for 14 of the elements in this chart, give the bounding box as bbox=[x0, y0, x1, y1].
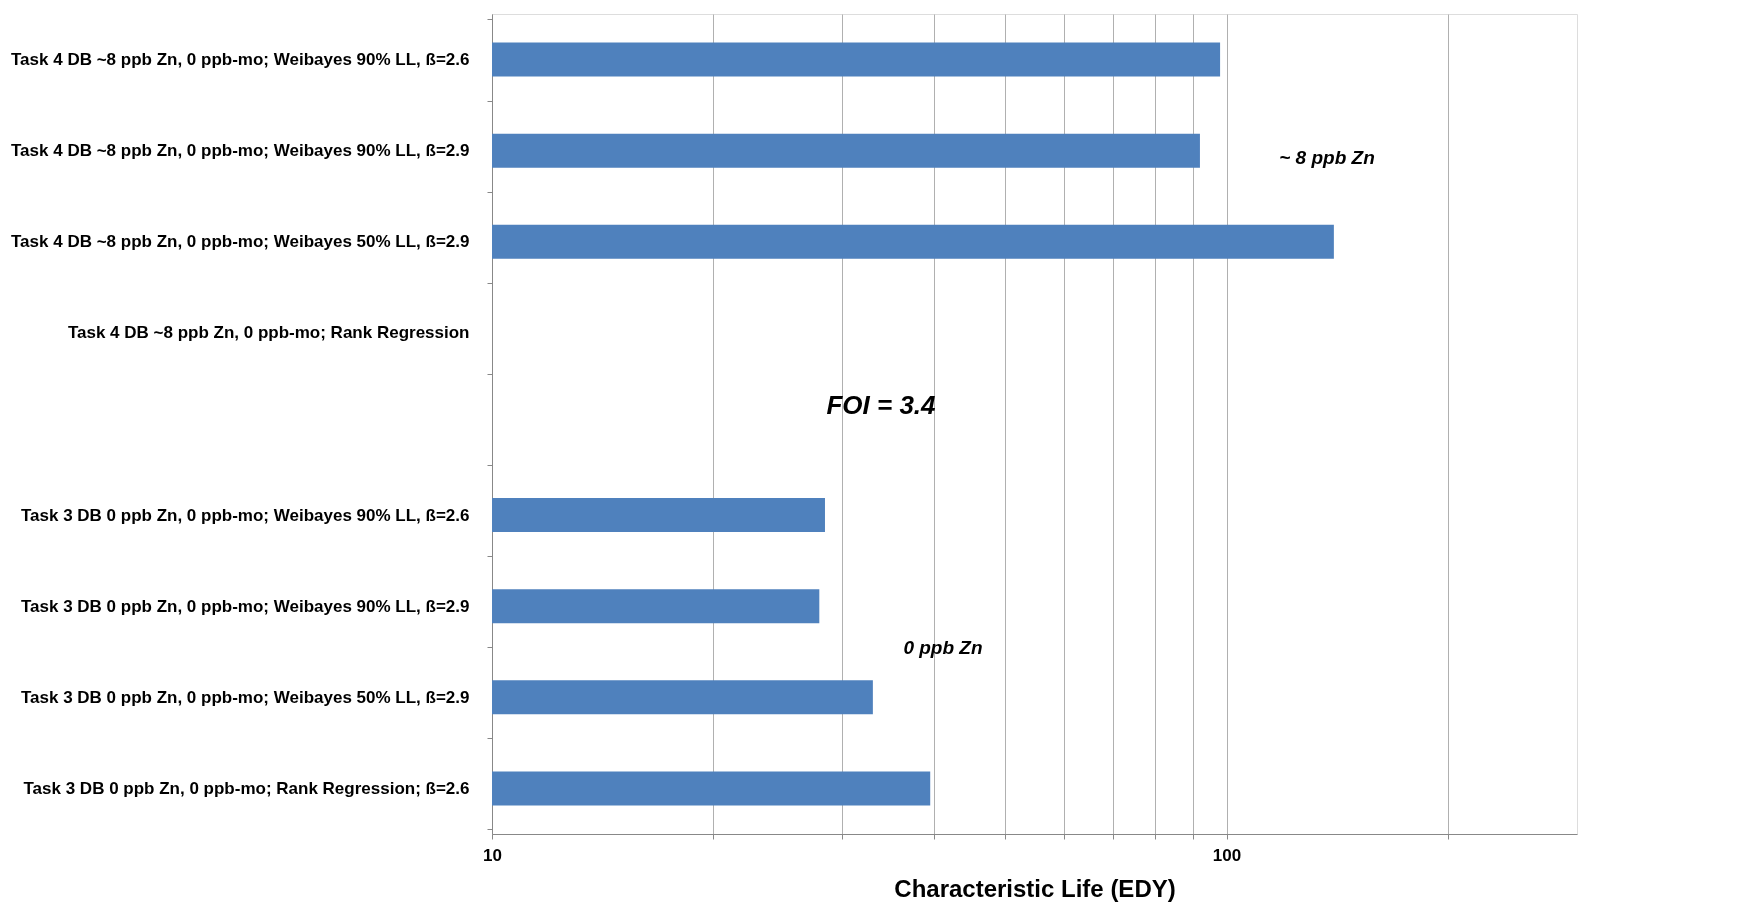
y-tick-label: Task 4 DB ~8 ppb Zn, 0 ppb-mo; Weibayes 90% LL, ß=2.6 bbox=[11, 50, 470, 70]
y-tick-label: Task 3 DB 0 ppb Zn, 0 ppb-mo; Weibayes 50% LL, ß=2.9 bbox=[20, 687, 470, 707]
y-tick-label: Task 3 DB 0 ppb Zn, 0 ppb-mo; Weibayes 90% LL, ß=2.6 bbox=[20, 505, 470, 525]
y-tick-label: Task 3 DB 0 ppb Zn, 0 ppb-mo; Rank Regression; ß=2.6 bbox=[23, 778, 470, 798]
x-tick-label: 100 bbox=[1212, 845, 1242, 865]
x-axis-title: Characteristic Life (EDY) bbox=[894, 874, 1176, 902]
y-tick-label: Task 3 DB 0 ppb Zn, 0 ppb-mo; Weibayes 90% LL, ß=2.9 bbox=[20, 596, 470, 616]
annotation: 0 ppb Zn bbox=[903, 637, 983, 658]
x-tick-label: 10 bbox=[483, 845, 502, 865]
annotation: ~ 8 ppb Zn bbox=[1279, 147, 1375, 168]
annotation: FOI = 3.4 bbox=[826, 390, 937, 420]
y-tick-label: Task 4 DB ~8 ppb Zn, 0 ppb-mo; Weibayes 50% LL, ß=2.9 bbox=[11, 232, 470, 252]
y-tick-label: Task 4 DB ~8 ppb Zn, 0 ppb-mo; Weibayes 90% LL, ß=2.9 bbox=[11, 141, 470, 161]
y-tick-label: Task 4 DB ~8 ppb Zn, 0 ppb-mo; Rank Regression bbox=[67, 323, 470, 343]
